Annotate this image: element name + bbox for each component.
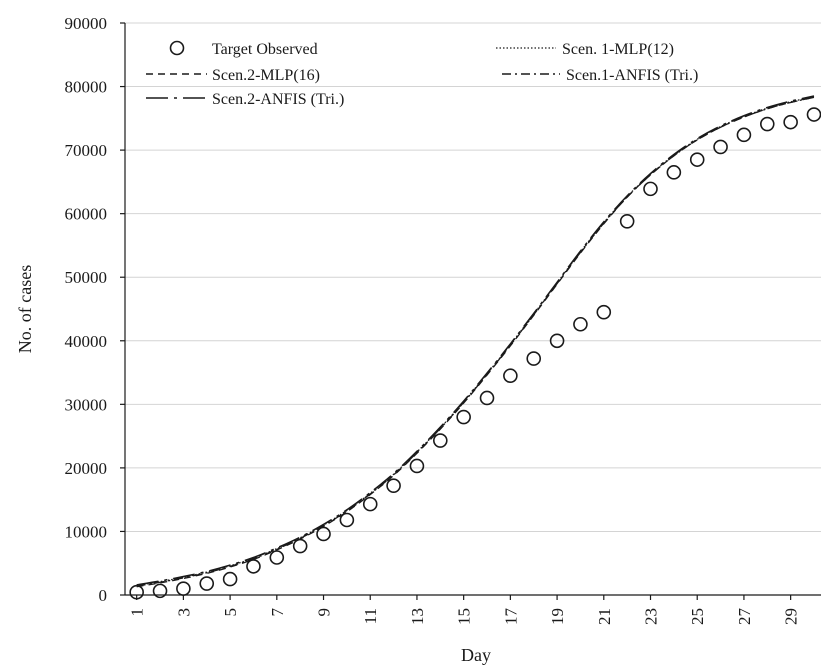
observed-point (176, 581, 191, 596)
x-tick-label: 11 (361, 608, 380, 624)
x-tick-label: 23 (642, 608, 661, 625)
x-tick-label: 19 (548, 608, 567, 625)
observed-point (596, 304, 612, 320)
y-axis-label: No. of cases (15, 265, 35, 353)
observed-point (409, 458, 425, 474)
x-tick-label: 17 (501, 608, 520, 626)
observed-point (619, 213, 635, 229)
x-tick-label: 21 (595, 608, 614, 625)
y-tick-label: 80000 (65, 78, 108, 97)
observed-point (759, 116, 775, 132)
legend: Target Observed Scen. 1-MLP(12) Scen.2-M… (146, 40, 698, 108)
observed-point (526, 351, 542, 366)
series-line-dash-dot (136, 96, 815, 587)
legend-item-target-observed: Target Observed (169, 40, 318, 58)
observed-point (269, 550, 285, 565)
x-tick-label: 29 (782, 608, 801, 625)
y-tick-label: 20000 (65, 459, 108, 478)
x-tick-label: 13 (408, 608, 427, 625)
legend-label-scen1-anfis: Scen.1-ANFIS (Tri.) (566, 67, 698, 84)
observed-point (736, 127, 752, 143)
series-line-dashed (136, 96, 815, 588)
x-tick-label: 7 (268, 608, 287, 617)
legend-item-scen1-anfis: Scen.1-ANFIS (Tri.) (502, 67, 698, 84)
observed-markers (129, 107, 821, 600)
observed-point (339, 512, 355, 528)
legend-item-scen2-anfis: Scen.2-ANFIS (Tri.) (146, 91, 344, 108)
gridlines (125, 22, 821, 532)
x-tick-label: 15 (455, 608, 474, 625)
observed-point (433, 433, 448, 448)
legend-label-target-observed: Target Observed (212, 41, 318, 58)
observed-point (783, 114, 798, 130)
x-tick-label: 1 (128, 608, 147, 617)
legend-label-scen2-anfis: Scen.2-ANFIS (Tri.) (212, 91, 344, 108)
observed-point (549, 333, 565, 349)
y-tick-label: 60000 (65, 205, 108, 224)
x-tick-label: 25 (688, 608, 707, 625)
observed-point (292, 538, 308, 554)
y-tick-label: 50000 (65, 268, 108, 287)
x-tick-label: 3 (174, 608, 193, 617)
observed-point (362, 496, 378, 512)
series-line-long-dash-dot (136, 95, 815, 586)
observed-point (643, 181, 658, 197)
x-axis-label: Day (461, 645, 491, 665)
observed-point (689, 152, 705, 167)
x-tick-labels: 1 3 5 7 9 11 13 15 17 19 21 23 25 27 29 (128, 608, 801, 626)
legend-label-scen2-mlp: Scen.2-MLP(16) (212, 67, 320, 84)
observed-point (386, 478, 401, 493)
series-lines (136, 95, 815, 588)
y-tick-label: 0 (99, 586, 108, 605)
legend-symbol-circle (169, 40, 185, 56)
observed-point (666, 165, 682, 180)
observed-point (479, 390, 495, 406)
observed-point (222, 571, 238, 587)
observed-point (456, 409, 471, 425)
observed-point (246, 559, 261, 574)
y-tick-label: 10000 (65, 522, 108, 541)
x-tick-label: 9 (315, 608, 334, 617)
observed-point (503, 368, 518, 384)
y-tick-labels: 0 10000 20000 30000 40000 50000 60000 70000 8000… (65, 14, 108, 605)
axes (120, 22, 821, 600)
legend-label-scen1-mlp: Scen. 1-MLP(12) (562, 41, 674, 58)
observed-point (713, 139, 728, 155)
observed-point (199, 576, 215, 591)
y-tick-label: 30000 (65, 395, 108, 414)
observed-point (806, 107, 821, 122)
legend-item-scen1-mlp: Scen. 1-MLP(12) (496, 41, 674, 58)
y-tick-label: 40000 (65, 332, 108, 351)
x-tick-label: 27 (735, 608, 754, 626)
x-tick-label: 5 (221, 608, 240, 617)
y-tick-label: 90000 (65, 14, 108, 33)
observed-point (316, 526, 331, 542)
legend-item-scen2-mlp: Scen.2-MLP(16) (146, 67, 320, 84)
observed-point (573, 316, 588, 332)
y-tick-label: 70000 (65, 141, 108, 160)
observed-point (152, 583, 168, 599)
